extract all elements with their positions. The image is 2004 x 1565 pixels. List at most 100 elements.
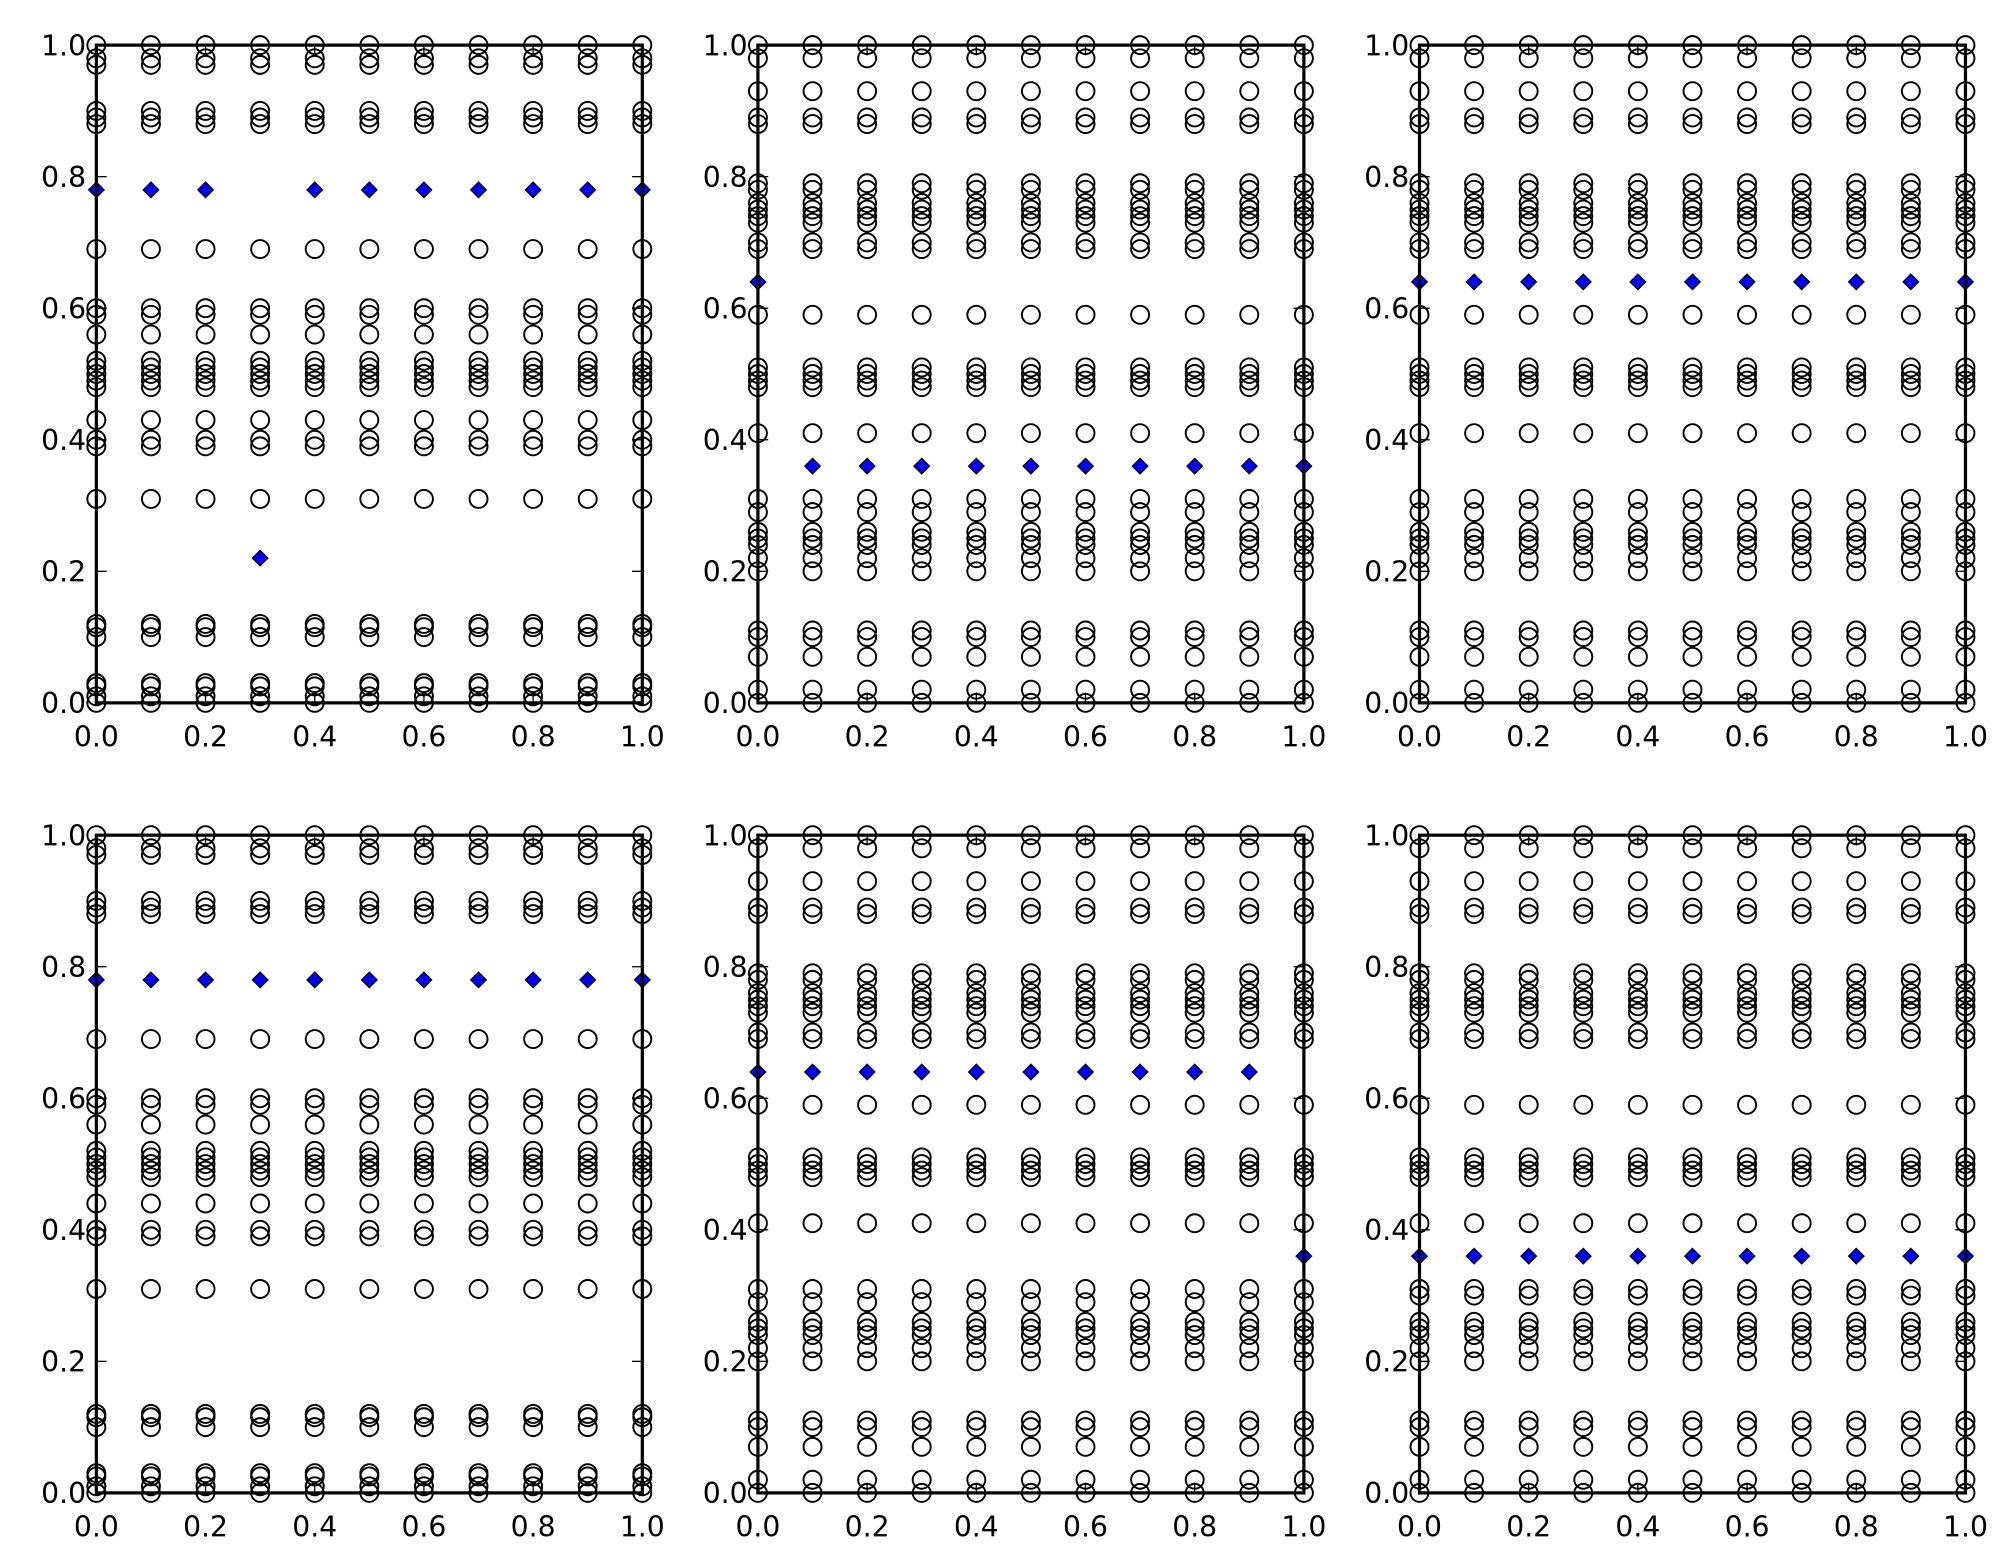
point [1791, 521, 1812, 542]
point [1464, 871, 1485, 892]
point [577, 48, 598, 69]
point [468, 54, 489, 75]
x-tick-label: 1.0 [1281, 721, 1326, 754]
diamond-point [142, 181, 160, 199]
y-tick-label: 0.4 [1364, 1214, 1409, 1247]
point [1737, 193, 1758, 213]
point [966, 489, 987, 509]
point [1020, 679, 1041, 700]
point [857, 423, 878, 444]
point [1020, 1029, 1041, 1050]
x-tick-label: 0.6 [1725, 1511, 1770, 1544]
point [1846, 232, 1867, 253]
point [195, 1160, 216, 1181]
diamond-point [415, 971, 433, 989]
point [1518, 1213, 1539, 1234]
point [1464, 983, 1485, 1003]
point [857, 620, 878, 641]
point [195, 1463, 216, 1484]
point [359, 1029, 380, 1050]
point [1791, 370, 1812, 391]
point [523, 673, 544, 694]
point [140, 377, 161, 398]
point [1184, 304, 1205, 325]
point [413, 1167, 434, 1188]
point [1239, 357, 1260, 378]
point [1573, 1410, 1594, 1431]
x-tick-label: 1.0 [1281, 1511, 1326, 1544]
point [1627, 107, 1648, 128]
point [1791, 304, 1812, 325]
point [140, 1417, 161, 1438]
point [1464, 357, 1485, 378]
point [1791, 114, 1812, 135]
point [966, 1417, 987, 1438]
point [1239, 1167, 1260, 1188]
point [1627, 370, 1648, 391]
point [523, 844, 544, 865]
point [1020, 107, 1041, 128]
point [359, 897, 380, 918]
point [1464, 206, 1485, 227]
point [1737, 904, 1758, 925]
point [966, 1279, 987, 1299]
point [857, 1436, 878, 1457]
point [1682, 1279, 1703, 1299]
point [911, 1318, 932, 1339]
point [1900, 528, 1921, 549]
point [1846, 81, 1867, 102]
point [1682, 357, 1703, 378]
point [1900, 1325, 1921, 1345]
point [140, 350, 161, 371]
point [304, 489, 325, 509]
point [1682, 1154, 1703, 1174]
point [1239, 989, 1260, 1010]
point [250, 364, 271, 384]
point [577, 410, 598, 430]
point [911, 304, 932, 325]
point [1464, 364, 1485, 384]
point [1846, 1410, 1867, 1431]
point [304, 1219, 325, 1240]
point [1184, 969, 1205, 990]
point [1184, 1279, 1205, 1299]
point [1682, 548, 1703, 569]
y-tick-label: 1.0 [41, 819, 86, 852]
x-tick-label: 0.2 [183, 721, 228, 754]
point [966, 1325, 987, 1345]
point [1075, 646, 1096, 667]
point [1846, 1167, 1867, 1188]
subplot: 0.0 0.2 0.4 0.6 0.8 1.00.00.20.40.60.81.0 [1364, 29, 1988, 753]
point [966, 193, 987, 213]
diamond-point [579, 971, 597, 989]
point [1791, 1022, 1812, 1043]
point [1846, 1417, 1867, 1438]
point [1791, 646, 1812, 667]
point [1791, 989, 1812, 1010]
point [1518, 1311, 1539, 1332]
point [1518, 357, 1539, 378]
point [1900, 239, 1921, 259]
point [911, 1469, 932, 1490]
point [857, 996, 878, 1017]
point [1900, 963, 1921, 984]
point [413, 686, 434, 707]
point [468, 489, 489, 509]
point [1130, 627, 1151, 648]
point [1184, 1147, 1205, 1168]
point [359, 239, 380, 259]
point [468, 107, 489, 128]
point [577, 304, 598, 325]
point [468, 1140, 489, 1161]
point [577, 1463, 598, 1484]
point [1184, 1022, 1205, 1043]
point [1791, 1410, 1812, 1431]
point [1239, 1436, 1260, 1457]
point [1900, 370, 1921, 391]
point [195, 489, 216, 509]
point [1239, 304, 1260, 325]
point [1075, 1338, 1096, 1359]
point [1075, 1417, 1096, 1438]
point [857, 81, 878, 102]
point [1518, 502, 1539, 523]
